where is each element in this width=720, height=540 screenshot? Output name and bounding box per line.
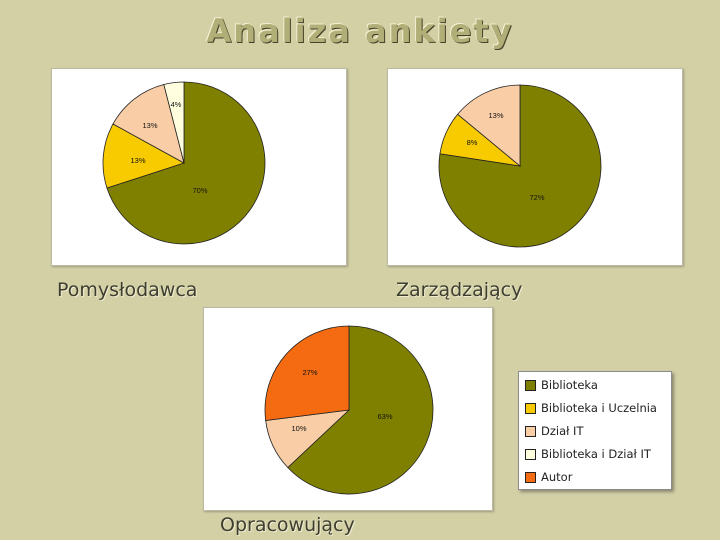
legend-item-biblioteka-i-dzial-it: Biblioteka i Dział IT bbox=[525, 445, 651, 463]
data-label-biblioteka: 72% bbox=[529, 193, 544, 202]
legend-label: Autor bbox=[541, 470, 573, 484]
legend-swatch bbox=[525, 448, 536, 460]
legend-label: Dział IT bbox=[541, 424, 584, 438]
page-title: Analiza ankiety bbox=[206, 12, 514, 50]
legend-swatch bbox=[525, 402, 536, 414]
legend-label: Biblioteka i Uczelnia bbox=[541, 401, 657, 415]
data-label-biblioteka: 70% bbox=[192, 186, 207, 195]
data-label-dzial-it: 13% bbox=[142, 121, 157, 130]
legend-swatch bbox=[525, 471, 536, 483]
pie-slice-dzial-it bbox=[457, 84, 521, 167]
chart-legend: Biblioteka Biblioteka i Uczelnia Dział I… bbox=[518, 371, 672, 490]
data-label-biblioteka-i-uczelnia: 13% bbox=[130, 156, 145, 165]
chart-panel-opracowujacy: 63% 10% 27% bbox=[203, 307, 493, 511]
legend-item-biblioteka-i-uczelnia: Biblioteka i Uczelnia bbox=[525, 399, 657, 417]
data-label-autor: 27% bbox=[302, 368, 317, 377]
chart-label-zarzadzajacy: Zarządzający bbox=[396, 279, 523, 301]
pie-slice-biblioteka-i-dzial-it bbox=[163, 81, 185, 164]
chart-label-opracowujacy: Opracowujący bbox=[220, 514, 355, 536]
pie-slice-dzial-it bbox=[112, 84, 185, 164]
data-label-dzial-it: 10% bbox=[291, 424, 306, 433]
legend-label: Biblioteka bbox=[541, 378, 598, 392]
legend-item-dzial-it: Dział IT bbox=[525, 422, 583, 440]
pie-chart-pomyslodawca: 70% 13% 13% 4% bbox=[102, 81, 266, 245]
chart-panel-zarzadzajacy: 72% 8% 13% bbox=[387, 68, 683, 266]
legend-swatch bbox=[525, 379, 536, 391]
chart-panel-pomyslodawca: 70% 13% 13% 4% bbox=[51, 68, 347, 266]
pie-chart-opracowujacy: 63% 10% 27% bbox=[264, 325, 434, 495]
data-label-dzial-it: 13% bbox=[488, 111, 503, 120]
pie-slice-biblioteka bbox=[106, 81, 266, 245]
legend-item-autor: Autor bbox=[525, 468, 572, 486]
pie-slice-biblioteka-i-uczelnia bbox=[102, 123, 186, 189]
pie-chart-zarzadzajacy: 72% 8% 13% bbox=[438, 84, 602, 248]
data-label-biblioteka-i-dzial-it: 4% bbox=[171, 100, 182, 109]
data-label-biblioteka-i-uczelnia: 8% bbox=[467, 138, 478, 147]
pie-slice-autor bbox=[264, 325, 350, 421]
legend-swatch bbox=[525, 425, 536, 437]
data-label-biblioteka: 63% bbox=[377, 412, 392, 421]
chart-label-pomyslodawca: Pomysłodawca bbox=[57, 279, 198, 301]
legend-label: Biblioteka i Dział IT bbox=[541, 447, 651, 461]
legend-item-biblioteka: Biblioteka bbox=[525, 376, 598, 394]
pie-slice-biblioteka bbox=[287, 325, 434, 495]
